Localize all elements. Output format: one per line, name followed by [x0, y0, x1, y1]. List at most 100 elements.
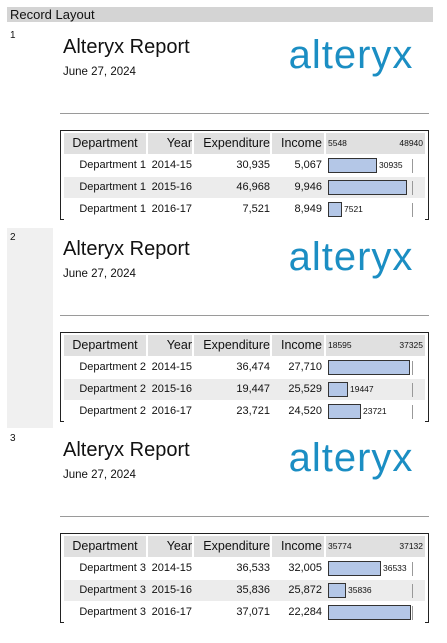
record-number: 3	[10, 433, 16, 444]
expenditure-bar	[328, 404, 361, 419]
bar-scale-max: 37132	[399, 541, 423, 551]
cell-year: 2016-17	[151, 405, 192, 417]
bar-axis-end	[412, 361, 413, 375]
record-number: 2	[10, 232, 16, 243]
table-row: Department 3 2016-17 37,071 22,284	[64, 602, 425, 623]
bar-axis-end	[412, 584, 413, 598]
cell-year: 2014-15	[151, 562, 192, 574]
column-separator	[270, 335, 272, 356]
header-department: Department	[72, 338, 138, 352]
header-year: Year	[166, 338, 192, 352]
bar-scale-min: 18595	[328, 340, 352, 350]
cell-income: 24,520	[288, 405, 322, 417]
cell-expenditure: 46,968	[236, 181, 270, 193]
bar-scale-min: 35774	[328, 541, 352, 551]
bar-cell	[326, 177, 411, 198]
table-row: Department 1 2014-15 30,935 5,067 30935	[64, 155, 425, 176]
cell-department: Department 3	[79, 606, 146, 618]
report-title: Alteryx Report	[63, 36, 190, 58]
divider	[60, 516, 429, 517]
bar-cell: 19447	[326, 379, 411, 400]
window-title: Record Layout	[10, 7, 95, 22]
cell-expenditure: 36,533	[236, 562, 270, 574]
cell-expenditure: 23,721	[236, 405, 270, 417]
header-year: Year	[166, 539, 192, 553]
header-income: Income	[281, 338, 322, 352]
table-row: Department 2 2014-15 36,474 27,710	[64, 357, 425, 378]
bar-value-label: 35836	[348, 585, 372, 595]
bar-axis-end	[412, 181, 413, 195]
bar-cell	[326, 602, 411, 623]
bar-axis-end	[412, 606, 413, 620]
alteryx-logo-text: alteryx	[288, 234, 414, 279]
bar-axis-end	[412, 203, 413, 217]
bar-cell: 35836	[326, 580, 411, 601]
report-date: June 27, 2024	[63, 268, 136, 280]
report-date: June 27, 2024	[63, 469, 136, 481]
bar-scale: 35774 37132	[326, 536, 425, 557]
table-row: Department 3 2014-15 36,533 32,005 36533	[64, 558, 425, 579]
bar-axis-end	[412, 562, 413, 576]
header-expenditure: Expenditure	[203, 539, 270, 553]
bar-scale: 18595 37325	[326, 335, 425, 356]
bar-scale-max: 37325	[399, 340, 423, 350]
cell-expenditure: 19,447	[236, 383, 270, 395]
header-year: Year	[166, 136, 192, 150]
alteryx-logo: alteryx	[276, 228, 426, 286]
bar-value-label: 19447	[350, 384, 374, 394]
cell-expenditure: 35,836	[236, 584, 270, 596]
cell-income: 5,067	[294, 159, 322, 171]
bar-cell	[326, 357, 411, 378]
cell-year: 2016-17	[151, 203, 192, 215]
data-table: Department Year Expenditure Income 5548 …	[60, 130, 429, 220]
cell-department: Department 2	[79, 383, 146, 395]
column-separator	[146, 335, 148, 356]
column-separator	[324, 335, 326, 356]
cell-department: Department 1	[79, 159, 146, 171]
alteryx-logo: alteryx	[276, 26, 426, 84]
table-row: Department 2 2016-17 23,721 24,520 23721	[64, 401, 425, 422]
bar-value-label: 30935	[379, 160, 403, 170]
divider	[60, 315, 429, 316]
table-header-row: Department Year Expenditure Income 18595…	[64, 335, 425, 356]
cell-income: 9,946	[294, 181, 322, 193]
cell-year: 2015-16	[151, 383, 192, 395]
column-separator	[324, 536, 326, 557]
alteryx-logo: alteryx	[276, 429, 426, 487]
column-separator	[146, 536, 148, 557]
expenditure-bar	[328, 180, 407, 195]
cell-year: 2015-16	[151, 584, 192, 596]
cell-income: 25,529	[288, 383, 322, 395]
alteryx-logo-text: alteryx	[288, 435, 414, 480]
data-table: Department Year Expenditure Income 18595…	[60, 332, 429, 422]
header-income: Income	[281, 539, 322, 553]
cell-year: 2015-16	[151, 181, 192, 193]
bar-value-label: 23721	[363, 406, 387, 416]
header-income: Income	[281, 136, 322, 150]
bar-axis-end	[412, 159, 413, 173]
expenditure-bar	[328, 382, 348, 397]
bar-cell: 30935	[326, 155, 411, 176]
table-row: Department 2 2015-16 19,447 25,529 19447	[64, 379, 425, 400]
table-row: Department 3 2015-16 35,836 25,872 35836	[64, 580, 425, 601]
bar-scale-max: 48940	[399, 138, 423, 148]
column-separator	[192, 133, 194, 154]
table-header-row: Department Year Expenditure Income 35774…	[64, 536, 425, 557]
cell-department: Department 3	[79, 584, 146, 596]
column-separator	[270, 536, 272, 557]
bar-scale: 5548 48940	[326, 133, 425, 154]
window-title-bar: Record Layout	[7, 7, 433, 22]
cell-income: 8,949	[294, 203, 322, 215]
column-separator	[192, 536, 194, 557]
expenditure-bar	[328, 202, 342, 217]
bar-scale-min: 5548	[328, 138, 347, 148]
report-title: Alteryx Report	[63, 439, 190, 461]
alteryx-logo-text: alteryx	[288, 32, 414, 77]
record-gutter	[7, 228, 53, 428]
column-separator	[270, 133, 272, 154]
cell-expenditure: 36,474	[236, 361, 270, 373]
cell-department: Department 3	[79, 562, 146, 574]
column-separator	[146, 133, 148, 154]
bar-value-label: 36533	[383, 563, 407, 573]
table-row: Department 1 2016-17 7,521 8,949 7521	[64, 199, 425, 220]
